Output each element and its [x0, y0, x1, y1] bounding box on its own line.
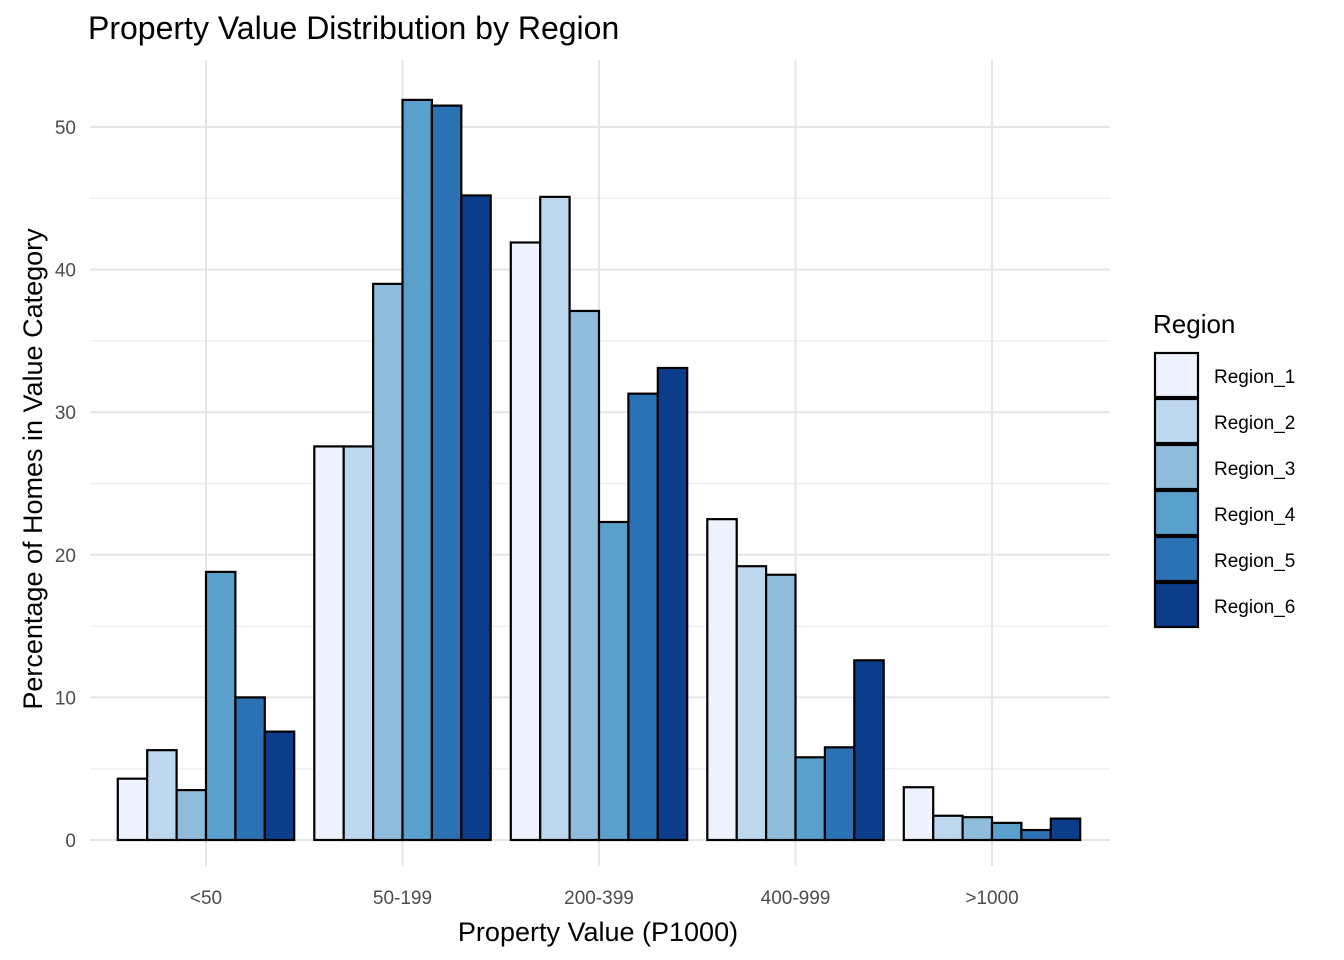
bar-region-5-2 [627, 392, 659, 842]
x-tick-label: 50-199 [373, 888, 432, 909]
legend-label-region-1: Region_1 [1214, 367, 1295, 388]
legend-swatch-region-4 [1153, 489, 1200, 537]
bar-region-3-2 [568, 309, 601, 842]
bar-region-1-3 [706, 518, 738, 842]
legend-title: Region [1153, 309, 1235, 339]
bar-region-4-1 [401, 98, 433, 842]
bar-region-1-4 [902, 786, 935, 842]
legend-label-region-6: Region_6 [1214, 597, 1295, 618]
bar-region-3-0 [175, 788, 208, 842]
x-axis-ticks: <50 50-199 200-399 400-999 >1000 [190, 888, 1019, 909]
legend-swatch-region-3 [1153, 443, 1200, 491]
bar-region-5-1 [430, 104, 463, 842]
bars [116, 98, 1082, 842]
y-tick-label: 50 [55, 118, 76, 139]
bar-region-6-3 [853, 659, 885, 842]
bar-region-4-3 [794, 756, 826, 842]
legend: Region Region_1Region_2Region_3Region_4R… [1153, 309, 1296, 629]
bar-region-2-3 [735, 565, 768, 842]
bar-region-5-4 [1020, 828, 1052, 842]
legend-label-region-5: Region_5 [1214, 551, 1295, 572]
bar-region-2-0 [146, 749, 178, 842]
bar-region-4-2 [597, 520, 630, 842]
y-tick-label: 30 [55, 403, 76, 424]
bar-region-5-0 [234, 696, 266, 842]
bar-region-1-1 [313, 445, 345, 842]
bar-region-1-0 [116, 777, 149, 842]
legend-label-region-4: Region_4 [1214, 505, 1296, 526]
y-tick-label: 10 [55, 688, 76, 709]
legend-swatch-region-6 [1153, 581, 1200, 629]
bar-region-3-3 [764, 573, 797, 842]
bar-region-6-4 [1049, 817, 1082, 842]
bar-region-6-1 [460, 194, 492, 842]
legend-swatch-region-5 [1153, 535, 1200, 583]
legend-swatch-region-2 [1153, 397, 1200, 445]
x-tick-label: 200-399 [564, 888, 634, 909]
x-tick-label: 400-999 [761, 888, 831, 909]
y-axis-ticks: 0 10 20 30 40 50 [55, 118, 76, 852]
bar-region-3-1 [372, 282, 404, 842]
bar-region-1-2 [509, 241, 542, 842]
bar-region-6-2 [656, 366, 689, 842]
legend-swatch-region-1 [1153, 351, 1200, 399]
bar-region-3-4 [961, 816, 994, 842]
bar-region-2-4 [932, 814, 964, 842]
y-tick-label: 40 [55, 261, 76, 282]
y-axis-title: Percentage of Homes in Value Category [18, 228, 48, 710]
legend-items: Region_1 Region_2 Region_3 Region_4 Region_5… [1153, 351, 1296, 629]
bar-region-5-3 [823, 746, 856, 842]
chart-title: Property Value Distribution by Region [88, 10, 619, 46]
x-tick-label: >1000 [965, 888, 1018, 909]
x-axis-title: Property Value (P1000) [458, 917, 738, 947]
legend-label-region-3: Region_3 [1214, 459, 1295, 480]
bar-region-2-1 [342, 445, 375, 842]
bar-region-2-2 [539, 195, 571, 842]
legend-label-region-2: Region_2 [1214, 413, 1295, 434]
bar-region-4-0 [204, 570, 237, 842]
bar-region-4-4 [990, 821, 1023, 842]
y-tick-label: 0 [65, 831, 76, 852]
y-tick-label: 20 [55, 546, 76, 567]
bar-region-6-0 [263, 730, 296, 842]
x-tick-label: <50 [190, 888, 222, 909]
